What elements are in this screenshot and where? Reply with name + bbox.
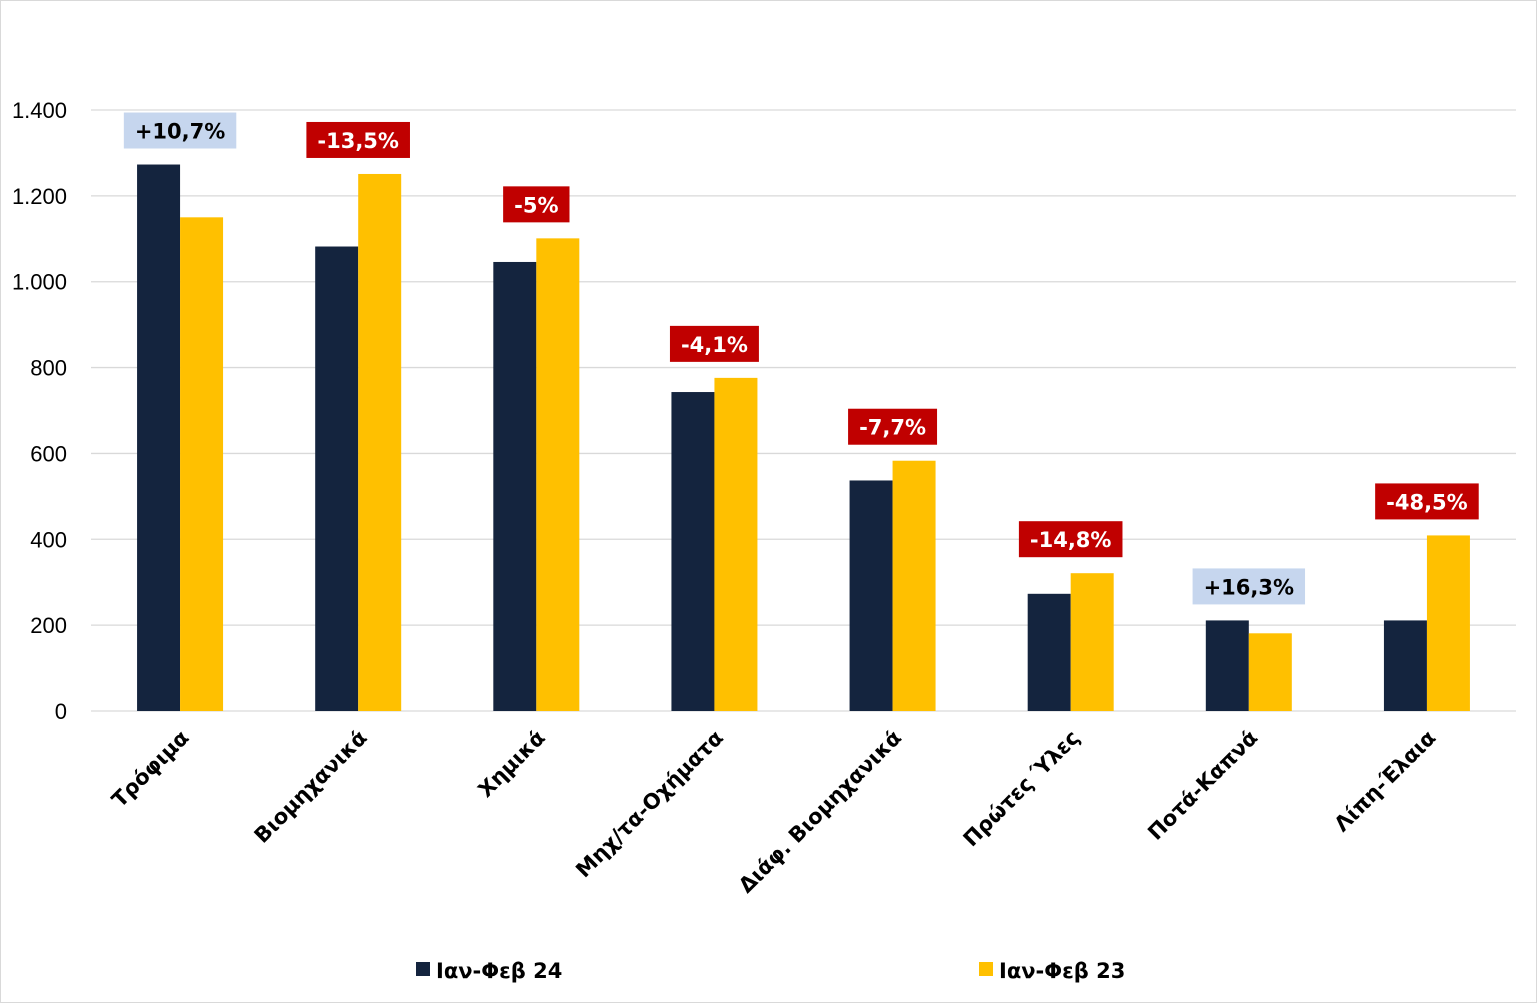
bar-jan-feb-24 <box>493 261 537 711</box>
y-tick-label: 1.000 <box>12 270 67 295</box>
bar-jan-feb-24 <box>671 392 715 711</box>
change-badge-bg <box>848 408 938 445</box>
legend: Ιαν-Φεβ 24 Ιαν-Φεβ 23 <box>416 959 1125 983</box>
bar-jan-feb-23 <box>180 217 224 712</box>
category-label: Μηχ/τα-Οχήματα <box>571 726 728 883</box>
x-axis-labels: Τρόφιμα Βιομηχανικά Χημικά Μηχ/τα-Οχήματα Δι… <box>107 726 1440 898</box>
change-badge: +16,3% <box>1192 568 1306 605</box>
category-label: Πρώτες Ύλες <box>959 726 1085 852</box>
change-badge: -14,8% <box>1018 521 1123 558</box>
change-label: -5% <box>514 193 558 217</box>
bar-jan-feb-23 <box>714 377 758 711</box>
bar-jan-feb-24 <box>1205 620 1249 711</box>
category-label: Χημικά <box>473 726 549 802</box>
change-badge: -4,1% <box>669 325 759 362</box>
change-badge-bg <box>306 121 410 158</box>
change-badge: -48,5% <box>1375 483 1479 520</box>
change-badge-bg <box>1192 568 1306 605</box>
legend-swatch <box>416 962 430 976</box>
category-label: Τρόφιμα <box>107 726 193 812</box>
bar-jan-feb-24 <box>315 246 359 711</box>
y-tick-label: 1.200 <box>12 184 67 209</box>
bar-jan-feb-23 <box>536 238 580 711</box>
change-badge: +10,7% <box>123 112 237 149</box>
legend-item: Ιαν-Φεβ 23 <box>979 959 1125 983</box>
bar-jan-feb-24 <box>1383 620 1427 711</box>
y-tick-label: 600 <box>30 441 67 466</box>
bar-jan-feb-24 <box>1027 593 1071 711</box>
change-label: -14,8% <box>1030 528 1112 552</box>
bars <box>137 164 1470 712</box>
legend-swatch <box>979 962 993 976</box>
y-tick-label: 1.400 <box>12 98 67 123</box>
category-label: Βιομηχανικά <box>250 726 372 848</box>
change-label: -7,7% <box>859 416 926 440</box>
change-label: -4,1% <box>681 333 748 357</box>
y-tick-label: 400 <box>30 527 67 552</box>
bar-jan-feb-23 <box>892 460 936 711</box>
legend-label: Ιαν-Φεβ 23 <box>999 959 1125 983</box>
change-label: +10,7% <box>135 120 225 144</box>
change-badge-bg <box>1018 521 1123 558</box>
change-label: +16,3% <box>1204 575 1294 599</box>
category-label: Διάφ. Βιομηχανικά <box>734 726 906 898</box>
bar-jan-feb-24 <box>849 480 893 711</box>
change-badge-bg <box>123 112 237 149</box>
change-badge-bg <box>1375 483 1479 520</box>
category-label: Ποτά-Καπνά <box>1143 726 1262 845</box>
change-badge: -7,7% <box>848 408 938 445</box>
bar-jan-feb-23 <box>358 173 402 712</box>
y-tick-label: 0 <box>55 699 67 724</box>
y-tick-label: 800 <box>30 356 67 381</box>
gridlines <box>91 109 1516 712</box>
bar-jan-feb-24 <box>137 164 181 711</box>
bar-jan-feb-23 <box>1426 535 1470 711</box>
category-label: Λίπη-Έλαια <box>1330 726 1441 837</box>
change-badge-bg <box>503 186 570 223</box>
change-badge: -13,5% <box>306 121 410 158</box>
bar-jan-feb-23 <box>1248 633 1292 711</box>
change-badge-bg <box>669 325 759 362</box>
change-annotations: +10,7% -13,5% -5% -4,1% -7,7% -14,8% +16,3% -48… <box>123 112 1479 605</box>
change-label: -13,5% <box>317 129 399 153</box>
bar-jan-feb-23 <box>1070 573 1114 711</box>
change-label: -48,5% <box>1386 490 1468 514</box>
legend-label: Ιαν-Φεβ 24 <box>436 959 562 983</box>
y-tick-label: 200 <box>30 613 67 638</box>
legend-item: Ιαν-Φεβ 24 <box>416 959 562 983</box>
change-badge: -5% <box>503 186 570 223</box>
y-axis-ticks: 0 200 400 600 800 1.000 1.200 1.400 <box>12 98 67 724</box>
